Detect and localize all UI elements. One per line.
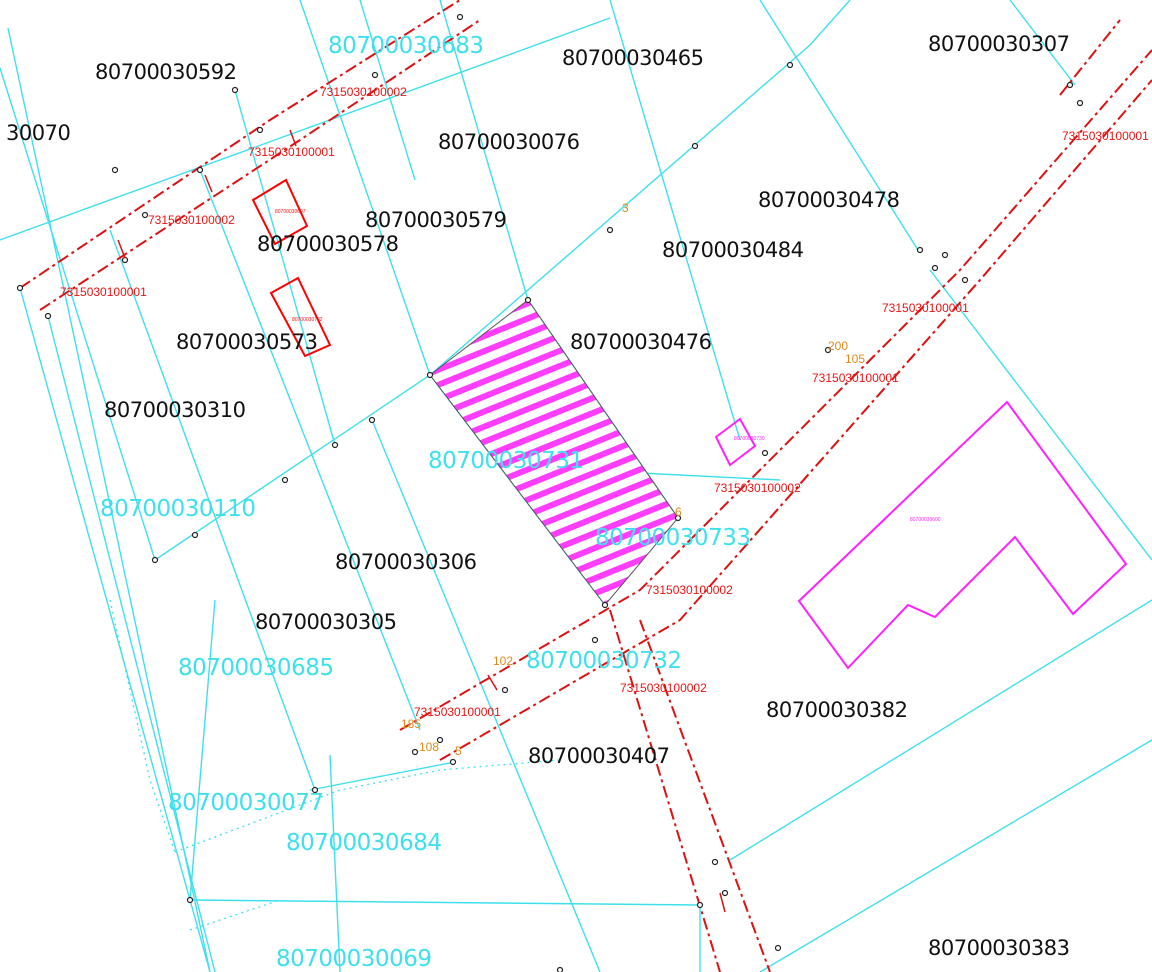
parcel-label-cyan: 80700030683 bbox=[328, 33, 484, 59]
survey-points bbox=[16, 13, 1084, 972]
road-code-label: 7315030100001 bbox=[248, 145, 335, 159]
parcel-label: 80700030592 bbox=[95, 60, 237, 84]
parcel-label: 80700030383 bbox=[928, 936, 1070, 960]
road-code-label: 7315030100002 bbox=[646, 583, 733, 597]
point-number: 108 bbox=[419, 740, 440, 754]
road-code-label: 7315030100002 bbox=[148, 213, 235, 227]
road-code-label: 7315030100002 bbox=[714, 481, 801, 495]
point-number: 6 bbox=[675, 505, 682, 519]
parcel-label-cyan: 80700030077 bbox=[168, 790, 324, 816]
parcel-label-cyan: 80700030732 bbox=[526, 648, 682, 674]
dotted-boundaries bbox=[109, 599, 561, 931]
building-code: 80700030600 bbox=[910, 517, 941, 523]
parcel-label: 80700030465 bbox=[562, 46, 704, 70]
road-code-label: 7315030100002 bbox=[620, 681, 707, 695]
parcel-label: 80700030076 bbox=[438, 130, 580, 154]
road-code-label: 7315030100001 bbox=[1062, 129, 1149, 143]
parcel-label: 80700030579 bbox=[365, 208, 507, 232]
building-code: 80700030702 bbox=[292, 317, 323, 323]
point-number: 185 bbox=[401, 717, 422, 731]
parcel-label: 80700030310 bbox=[104, 398, 246, 422]
magenta-structures[interactable] bbox=[714, 400, 1128, 670]
parcel-label-cyan: 80700030069 bbox=[276, 946, 432, 972]
point-number: 105 bbox=[845, 352, 866, 366]
road-ticks bbox=[117, 129, 726, 913]
parcel-label: 80700030478 bbox=[758, 188, 900, 212]
parcel-label-cyan: 80700030731 bbox=[428, 448, 584, 474]
point-number: 3 bbox=[622, 201, 629, 215]
road-code-label: 7315030100001 bbox=[812, 371, 899, 385]
red-buildings[interactable] bbox=[251, 178, 332, 358]
building-code: 80700030730 bbox=[734, 436, 765, 442]
road-code-label: 7315030100001 bbox=[882, 301, 969, 315]
parcel-label: 80700030307 bbox=[928, 32, 1070, 56]
parcel-label: 80700030407 bbox=[528, 744, 670, 768]
parcel-label-cyan: 80700030684 bbox=[286, 830, 442, 856]
parcel-label-cyan: 80700030685 bbox=[178, 655, 334, 681]
road-code-label: 7315030100002 bbox=[320, 85, 407, 99]
building-code: 80700030697 bbox=[275, 209, 306, 215]
parcel-label-cyan: 80700030110 bbox=[100, 496, 256, 522]
parcel-label: 80700030382 bbox=[766, 698, 908, 722]
parcel-label: 80700030306 bbox=[335, 550, 477, 574]
parcel-label: 30070 bbox=[6, 121, 71, 145]
road-code-label: 7315030100001 bbox=[414, 705, 501, 719]
road-code-label: 7315030100001 bbox=[60, 285, 147, 299]
point-number: 102 bbox=[493, 654, 514, 668]
parcel-label: 80700030573 bbox=[176, 330, 318, 354]
parcel-label-cyan: 80700030733 bbox=[595, 525, 751, 551]
parcel-label: 80700030484 bbox=[662, 238, 804, 262]
parcel-label: 80700030476 bbox=[570, 330, 712, 354]
parcel-label: 80700030578 bbox=[257, 232, 399, 256]
road-corridors bbox=[19, 0, 1152, 972]
point-number: 5 bbox=[455, 744, 462, 758]
point-number: 200 bbox=[828, 339, 849, 353]
parcel-label: 80700030305 bbox=[255, 610, 397, 634]
